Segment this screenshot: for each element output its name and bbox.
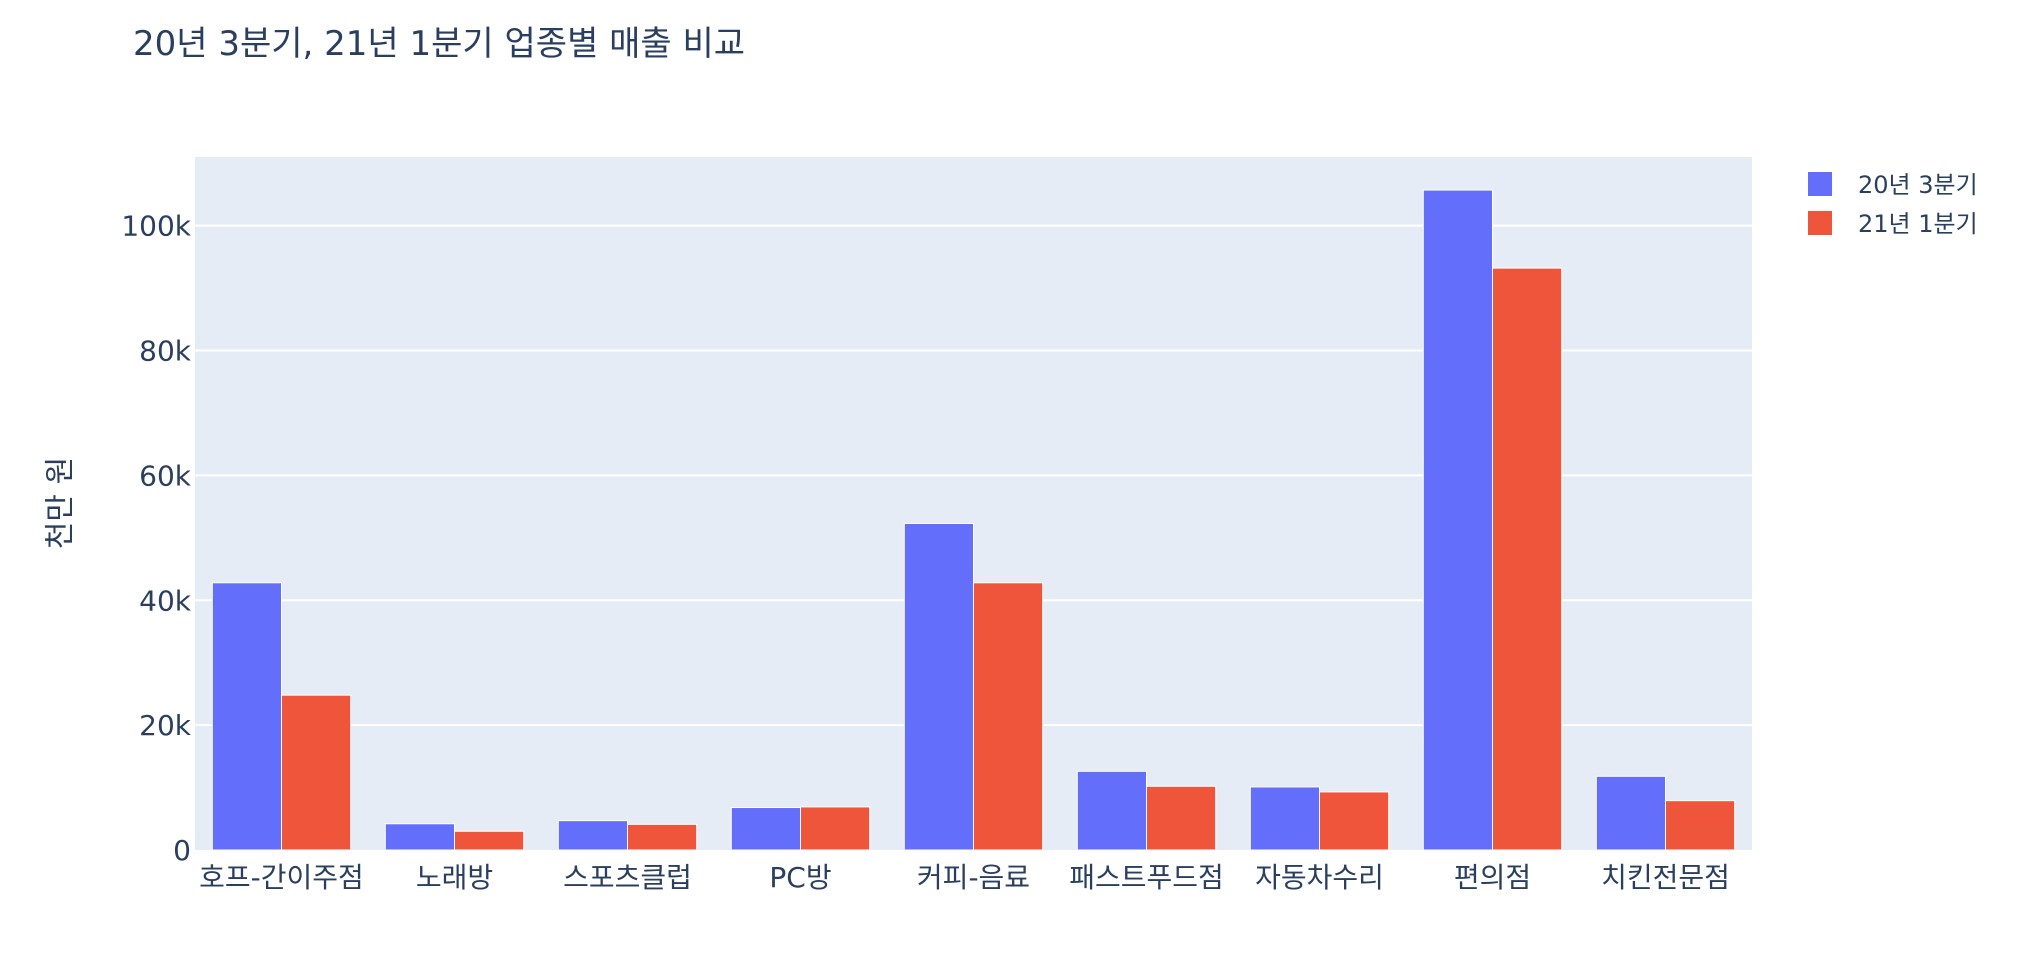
bar-2-6 [1146,785,1217,851]
x-tick-label: PC방 [769,861,831,894]
x-tick-label: 커피-음료 [917,861,1030,894]
x-tick-label: 노래방 [416,861,493,894]
x-tick-label: 호프-간이주점 [199,861,364,894]
bar-2-8 [1492,267,1563,851]
legend-label[interactable]: 20년 3분기 [1858,171,1978,199]
x-axis-ticks: 호프-간이주점 노래방 스포츠클럽 PC방 커피-음료 패스트푸드점 자동차수리 편의점 치킨전… [199,861,1730,894]
bar-1-9 [1595,775,1667,851]
y-axis-ticks: 0 20k 40k 60k 80k 100k [121,210,191,867]
x-tick-label: 편의점 [1454,861,1531,894]
bar-1-7 [1249,786,1321,851]
y-tick-label: 20k [139,709,192,742]
y-tick-label: 40k [139,584,192,617]
legend-label[interactable]: 21년 1분기 [1858,210,1978,238]
bar-2-9 [1665,800,1736,851]
chart-title: 20년 3분기, 21년 1분기 업종별 매출 비교 [133,24,745,64]
y-tick-label: 60k [139,459,192,492]
bar-2-1 [281,694,352,851]
bar-2-2 [454,830,525,851]
legend-swatch[interactable] [1808,211,1832,235]
bar-1-6 [1076,770,1148,851]
bar-2-5 [973,582,1044,851]
legend: 20년 3분기 21년 1분기 [1808,171,1978,238]
bar-1-5 [903,522,974,851]
bar-1-1 [211,582,282,851]
y-tick-label: 80k [139,335,192,368]
y-tick-label: 100k [121,210,191,243]
x-tick-label: 스포츠클럽 [563,861,692,894]
bar-1-3 [557,820,628,851]
x-tick-label: 패스트푸드점 [1069,861,1224,894]
y-axis-title: 천만 원 [43,457,78,549]
bar-2-3 [627,823,698,851]
legend-swatch[interactable] [1808,172,1832,196]
bar-1-2 [384,823,455,851]
y-tick-label: 0 [173,834,191,867]
bar-2-4 [800,806,871,851]
bar-2-7 [1319,791,1390,851]
bars [211,189,1736,851]
x-tick-label: 치킨전문점 [1601,861,1730,894]
x-tick-label: 자동차수리 [1255,861,1384,894]
bar-1-8 [1422,189,1494,851]
bar-1-4 [730,807,801,851]
